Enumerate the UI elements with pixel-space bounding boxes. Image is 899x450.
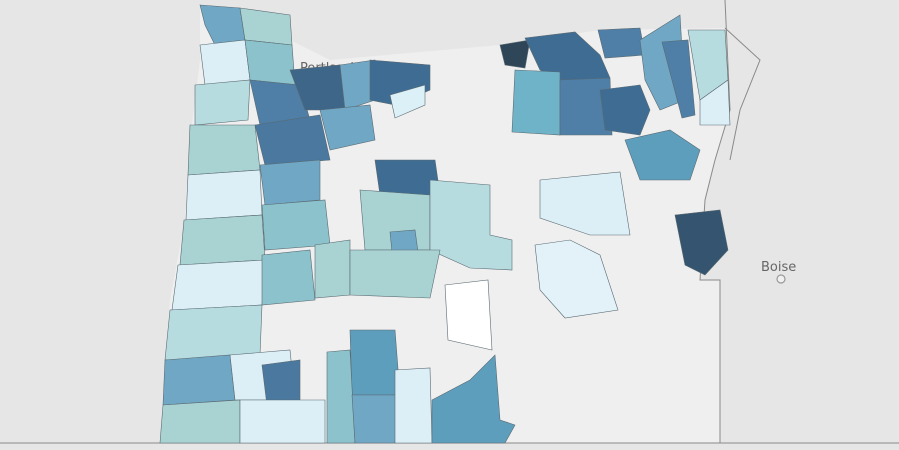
district [314, 239, 351, 299]
city-marker [776, 274, 786, 284]
district [199, 39, 251, 86]
district [244, 39, 296, 86]
district [534, 239, 619, 319]
district [185, 169, 263, 221]
district [699, 79, 731, 126]
district [674, 209, 729, 276]
district [599, 84, 651, 136]
state-border [724, 27, 761, 161]
districts [159, 4, 731, 444]
district [179, 214, 266, 266]
district [187, 124, 261, 176]
state-border [699, 0, 731, 443]
district [499, 39, 531, 69]
district [559, 77, 613, 136]
district [239, 399, 326, 444]
district [624, 129, 701, 181]
district [351, 394, 401, 444]
district [159, 399, 241, 444]
district [261, 249, 316, 306]
district [326, 349, 356, 444]
district [431, 354, 516, 444]
city-label: Boise [761, 260, 796, 275]
district [319, 104, 376, 151]
district [511, 69, 561, 136]
district [349, 249, 441, 299]
district [389, 229, 419, 253]
district [164, 304, 263, 361]
district [254, 114, 331, 166]
district [661, 39, 696, 119]
district [394, 367, 433, 444]
district [539, 171, 631, 236]
district [349, 329, 401, 396]
district [194, 79, 251, 126]
district [162, 354, 236, 406]
district [171, 259, 266, 311]
district [444, 279, 493, 351]
district [261, 199, 331, 251]
district [259, 159, 321, 206]
district [389, 84, 426, 119]
district [597, 27, 646, 59]
